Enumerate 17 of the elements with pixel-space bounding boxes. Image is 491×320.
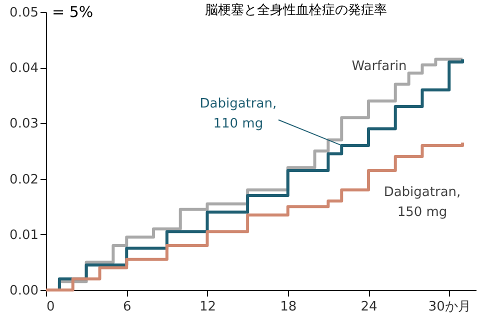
- x-tick-label: 18: [280, 300, 297, 314]
- series-label: Warfarin: [352, 58, 407, 74]
- y-tick-label: 0.01: [10, 228, 38, 243]
- y-tick-label: 0.03: [10, 116, 38, 132]
- x-tick-label: 24: [360, 300, 378, 314]
- annotation: = 5%: [52, 3, 94, 21]
- x-tick-label: 12: [199, 300, 216, 314]
- y-tick-label: 0.04: [10, 61, 38, 76]
- x-tick-label: 6: [122, 300, 132, 314]
- y-tick-label: 0.00: [10, 284, 38, 298]
- series-label: Dabigatran, 150 mg: [384, 185, 461, 220]
- text: Dabigatran, 110 mg: [200, 96, 277, 132]
- x-tick-label: 30か月: [428, 300, 471, 314]
- y-tick-label: 0.05: [10, 6, 38, 20]
- x-tick-label: 0: [46, 300, 55, 314]
- chart-title: 脳梗塞と全身性血栓症の発症率: [205, 2, 387, 18]
- y-tick-label: 0.02: [10, 172, 38, 188]
